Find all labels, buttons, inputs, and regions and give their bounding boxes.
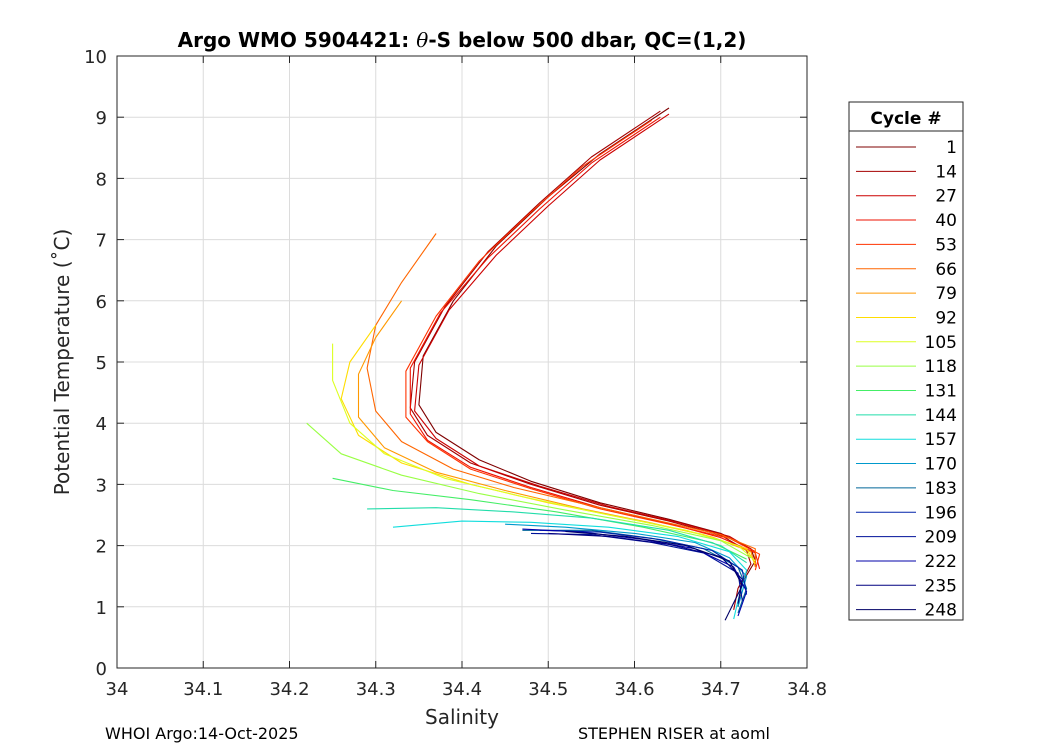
y-tick-label: 5: [96, 353, 107, 374]
legend-label-222: 222: [925, 552, 957, 572]
legend-label-92: 92: [935, 308, 957, 328]
y-tick-label: 2: [96, 537, 107, 558]
chart-title-prefix: Argo WMO 5904421:: [178, 28, 417, 52]
legend-label-209: 209: [925, 528, 957, 548]
legend-label-183: 183: [925, 479, 957, 499]
legend-label-79: 79: [935, 284, 957, 304]
footer-right: STEPHEN RISER at aoml: [578, 724, 770, 743]
x-tick-label: 34.7: [701, 679, 741, 700]
legend-label-157: 157: [925, 430, 957, 450]
series-line-cycle-53: [405, 119, 761, 571]
x-tick-label: 34.1: [183, 679, 223, 700]
y-axis-label: Potential Temperature (˚C): [50, 229, 74, 496]
y-tick-label: 6: [96, 292, 107, 313]
y-tick-label: 9: [96, 108, 107, 129]
legend-label-118: 118: [925, 357, 957, 377]
y-tick-label: 4: [96, 414, 107, 435]
series-line-cycle-27: [414, 113, 756, 567]
legend-label-248: 248: [925, 601, 957, 621]
y-tick-label: 10: [84, 47, 107, 68]
y-tick-label: 7: [96, 231, 107, 252]
legend-label-170: 170: [925, 455, 957, 475]
series-line-cycle-105: [332, 343, 756, 562]
legend-label-40: 40: [935, 211, 957, 231]
legend-label-196: 196: [925, 503, 957, 523]
legend-label-1: 1: [946, 138, 957, 158]
legend-label-144: 144: [925, 406, 957, 426]
legend-label-235: 235: [925, 576, 957, 596]
chart-title-suffix: -S below 500 dbar, QC=(1,2): [428, 28, 746, 52]
footer-left: WHOI Argo:14-Oct-2025: [105, 724, 299, 743]
y-tick-label: 8: [96, 169, 107, 190]
y-tick-label: 1: [96, 598, 107, 619]
x-tick-label: 34.4: [442, 679, 482, 700]
legend-label-131: 131: [925, 382, 957, 402]
x-tick-label: 34.6: [614, 679, 654, 700]
series-line-cycle-118: [306, 422, 752, 559]
y-tick-label: 0: [96, 659, 107, 680]
series-line-cycle-144: [367, 507, 747, 564]
series-line-cycle-248: [565, 530, 743, 621]
x-tick-label: 34.3: [356, 679, 396, 700]
x-tick-label: 34.2: [269, 679, 309, 700]
legend-box: [848, 101, 964, 621]
legend: Cycle # 1 14 27 40 53 66 79 92 105 118 131 144 157 17…: [848, 101, 964, 621]
y-tick-label: 3: [96, 475, 107, 496]
x-tick-label: 34: [106, 679, 129, 700]
series-line-cycle-170: [505, 523, 748, 607]
axis-ticks: 34 34.1 34.2 34.3 34.4 34.5 34.6 34.7 34.8012345…: [84, 47, 827, 700]
chart-title-theta: θ: [416, 28, 428, 52]
x-axis-label: Salinity: [425, 705, 499, 729]
chart-title: Argo WMO 5904421: θ-S below 500 dbar, QC…: [178, 28, 747, 52]
series-line-cycle-1: [418, 107, 756, 607]
legend-label-105: 105: [925, 333, 957, 353]
legend-label-27: 27: [935, 187, 957, 207]
legend-entries: 1 14 27 40 53 66 79 92 105 118 131 144 157 170 183 196 2…: [856, 138, 957, 621]
series-lines: [306, 107, 761, 621]
legend-label-53: 53: [935, 235, 957, 255]
x-tick-label: 34.8: [787, 679, 827, 700]
legend-label-66: 66: [935, 260, 957, 280]
legend-title: Cycle #: [870, 109, 941, 129]
series-line-cycle-196: [539, 529, 748, 595]
series-line-cycle-40: [409, 116, 761, 570]
legend-label-14: 14: [935, 162, 957, 182]
x-tick-label: 34.5: [528, 679, 568, 700]
